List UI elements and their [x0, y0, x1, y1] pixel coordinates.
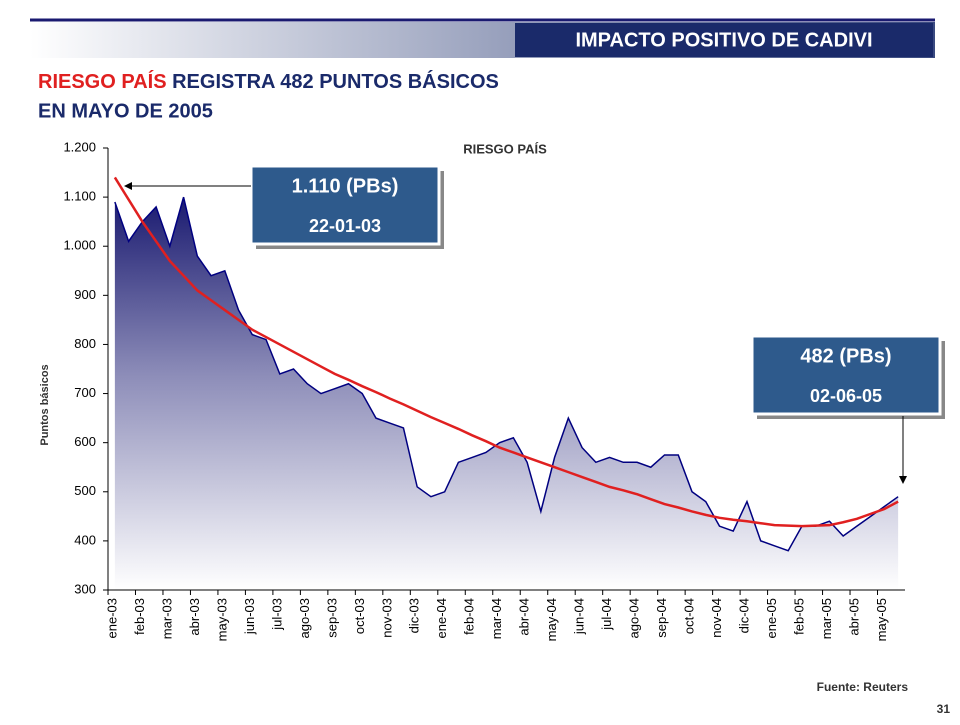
- x-tick-label: sep-03: [324, 598, 339, 638]
- y-tick-label: 400: [74, 532, 96, 547]
- x-tick-label: ago-03: [297, 598, 312, 638]
- x-tick-label: may-03: [214, 598, 229, 641]
- trend-line: [113, 176, 899, 528]
- x-tick-label: oct-03: [352, 598, 367, 634]
- y-tick-label: 600: [74, 434, 96, 449]
- x-tick-label: jul-04: [599, 598, 614, 631]
- x-tick-label: feb-05: [792, 598, 807, 635]
- x-tick-label: ene-04: [434, 598, 449, 638]
- x-tick-label: nov-03: [379, 598, 394, 638]
- x-tick-label: feb-04: [462, 598, 477, 635]
- x-tick-label: jul-03: [269, 598, 284, 631]
- y-tick-label: 500: [74, 483, 96, 498]
- headline-blue: REGISTRA 482 PUNTOS BÁSICOS: [172, 70, 499, 93]
- x-tick-label: ene-03: [104, 598, 119, 638]
- y-tick-label: 700: [74, 385, 96, 400]
- x-tick-label: abr-05: [846, 598, 861, 636]
- x-tick-label: ene-05: [764, 598, 779, 638]
- header: IMPACTO POSITIVO DE CADIVI: [575, 29, 872, 51]
- x-tick-label: mar-04: [489, 598, 504, 639]
- headline-red: RIESGO PAÍS: [38, 70, 167, 93]
- x-tick-label: dic-04: [737, 598, 752, 633]
- y-axis-label: Puntos básicos: [39, 364, 51, 445]
- x-tick-label: feb-03: [132, 598, 147, 635]
- x-tick-label: abr-03: [187, 598, 202, 636]
- chart-title: RIESGO PAÍS: [463, 141, 547, 156]
- x-tick-label: mar-05: [819, 598, 834, 639]
- headline-2: EN MAYO DE 2005: [38, 100, 213, 122]
- x-tick-label: ago-04: [627, 598, 642, 638]
- annotation-value: 1.110 (PBs): [292, 175, 399, 197]
- page-number: 31: [937, 702, 951, 716]
- x-tick-label: abr-04: [517, 598, 532, 636]
- arrow-head: [899, 476, 907, 484]
- header-box: [515, 23, 933, 57]
- x-tick-label: may-04: [544, 598, 559, 641]
- x-tick-label: may-05: [874, 598, 889, 641]
- y-tick-label: 1.000: [63, 238, 96, 253]
- headline: RIESGO PAÍS REGISTRA 482 PUNTOS BÁSICOS: [38, 70, 499, 93]
- x-tick-label: jun-04: [572, 598, 587, 635]
- y-tick-label: 1.200: [63, 139, 96, 154]
- y-tick-label: 1.100: [63, 189, 96, 204]
- x-tick-label: jun-03: [242, 598, 257, 635]
- line: [114, 196, 899, 552]
- x-tick-label: sep-04: [654, 598, 669, 638]
- annotation-date: 02-06-05: [810, 386, 882, 406]
- annotation-value: 482 (PBs): [800, 345, 891, 367]
- y-tick-label: 800: [74, 336, 96, 351]
- annotations: 1.110 (PBs) 22-01-03 482 (PBs) 02-06-05: [124, 164, 945, 484]
- annotation-box: [750, 334, 942, 416]
- y-tick-label: 900: [74, 287, 96, 302]
- annotation-date: 22-01-03: [309, 216, 381, 236]
- x-tick-label: mar-03: [159, 598, 174, 639]
- x-tick-label: nov-04: [709, 598, 724, 638]
- arrow-head: [124, 182, 132, 190]
- x-tick-label: dic-03: [407, 598, 422, 633]
- x-tick-label: oct-04: [682, 598, 697, 634]
- y-tick-label: 300: [74, 581, 96, 596]
- area: [114, 197, 899, 590]
- annotation-box: [249, 164, 441, 246]
- source: Fuente: Reuters: [817, 680, 909, 694]
